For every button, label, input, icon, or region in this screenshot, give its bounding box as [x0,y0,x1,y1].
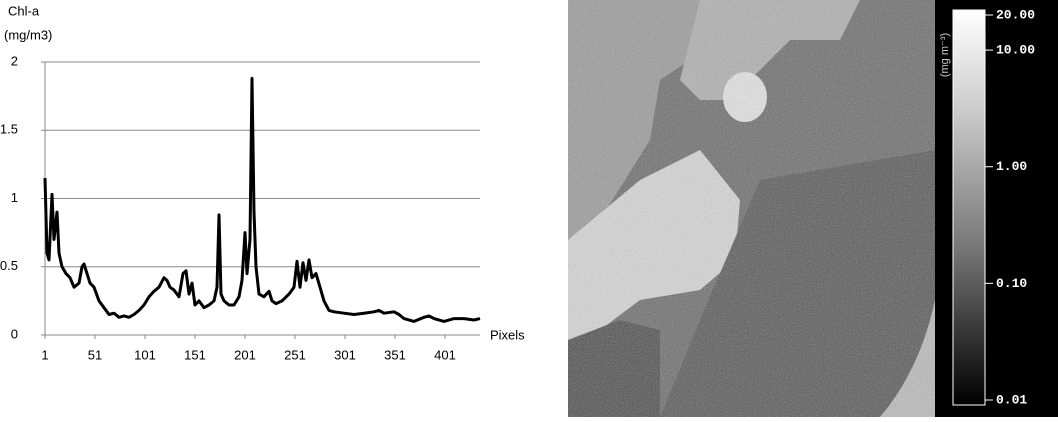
y-tick-label: 2 [11,53,18,68]
x-axis-label: Pixels [490,327,525,342]
satellite-image [568,0,935,417]
data-line [45,78,480,321]
y-axis-label: Chl-a [8,3,40,18]
colorbar-tick-label: 10.00 [996,43,1035,58]
colorbar-tick-label: 0.10 [996,276,1027,291]
y-tick-label: 0 [11,326,18,341]
y-tick-label: 1.5 [0,122,18,137]
figure: Chl-a (mg/m3) Pixels 00.511.521511011512… [0,0,1058,417]
x-tick-label: 351 [384,347,406,362]
x-tick-label: 101 [134,347,156,362]
colorbar-tick-label: 1.00 [996,159,1027,174]
colorbar [953,10,985,405]
x-tick-label: 51 [88,347,102,362]
y-tick-label: 1 [11,190,18,205]
x-tick-label: 251 [284,347,306,362]
y-tick-label: 0.5 [0,258,18,273]
x-tick-label: 401 [434,347,456,362]
y-axis-label: (mg/m3) [4,27,52,42]
colorbar-tick-label: 20.00 [996,7,1035,22]
x-tick-label: 1 [41,347,48,362]
x-tick-label: 151 [184,347,206,362]
colorbar-tick-label: 0.01 [996,392,1027,407]
x-tick-label: 301 [334,347,356,362]
x-tick-label: 201 [234,347,256,362]
colorbar-label: (mg m⁻³) [939,33,951,77]
